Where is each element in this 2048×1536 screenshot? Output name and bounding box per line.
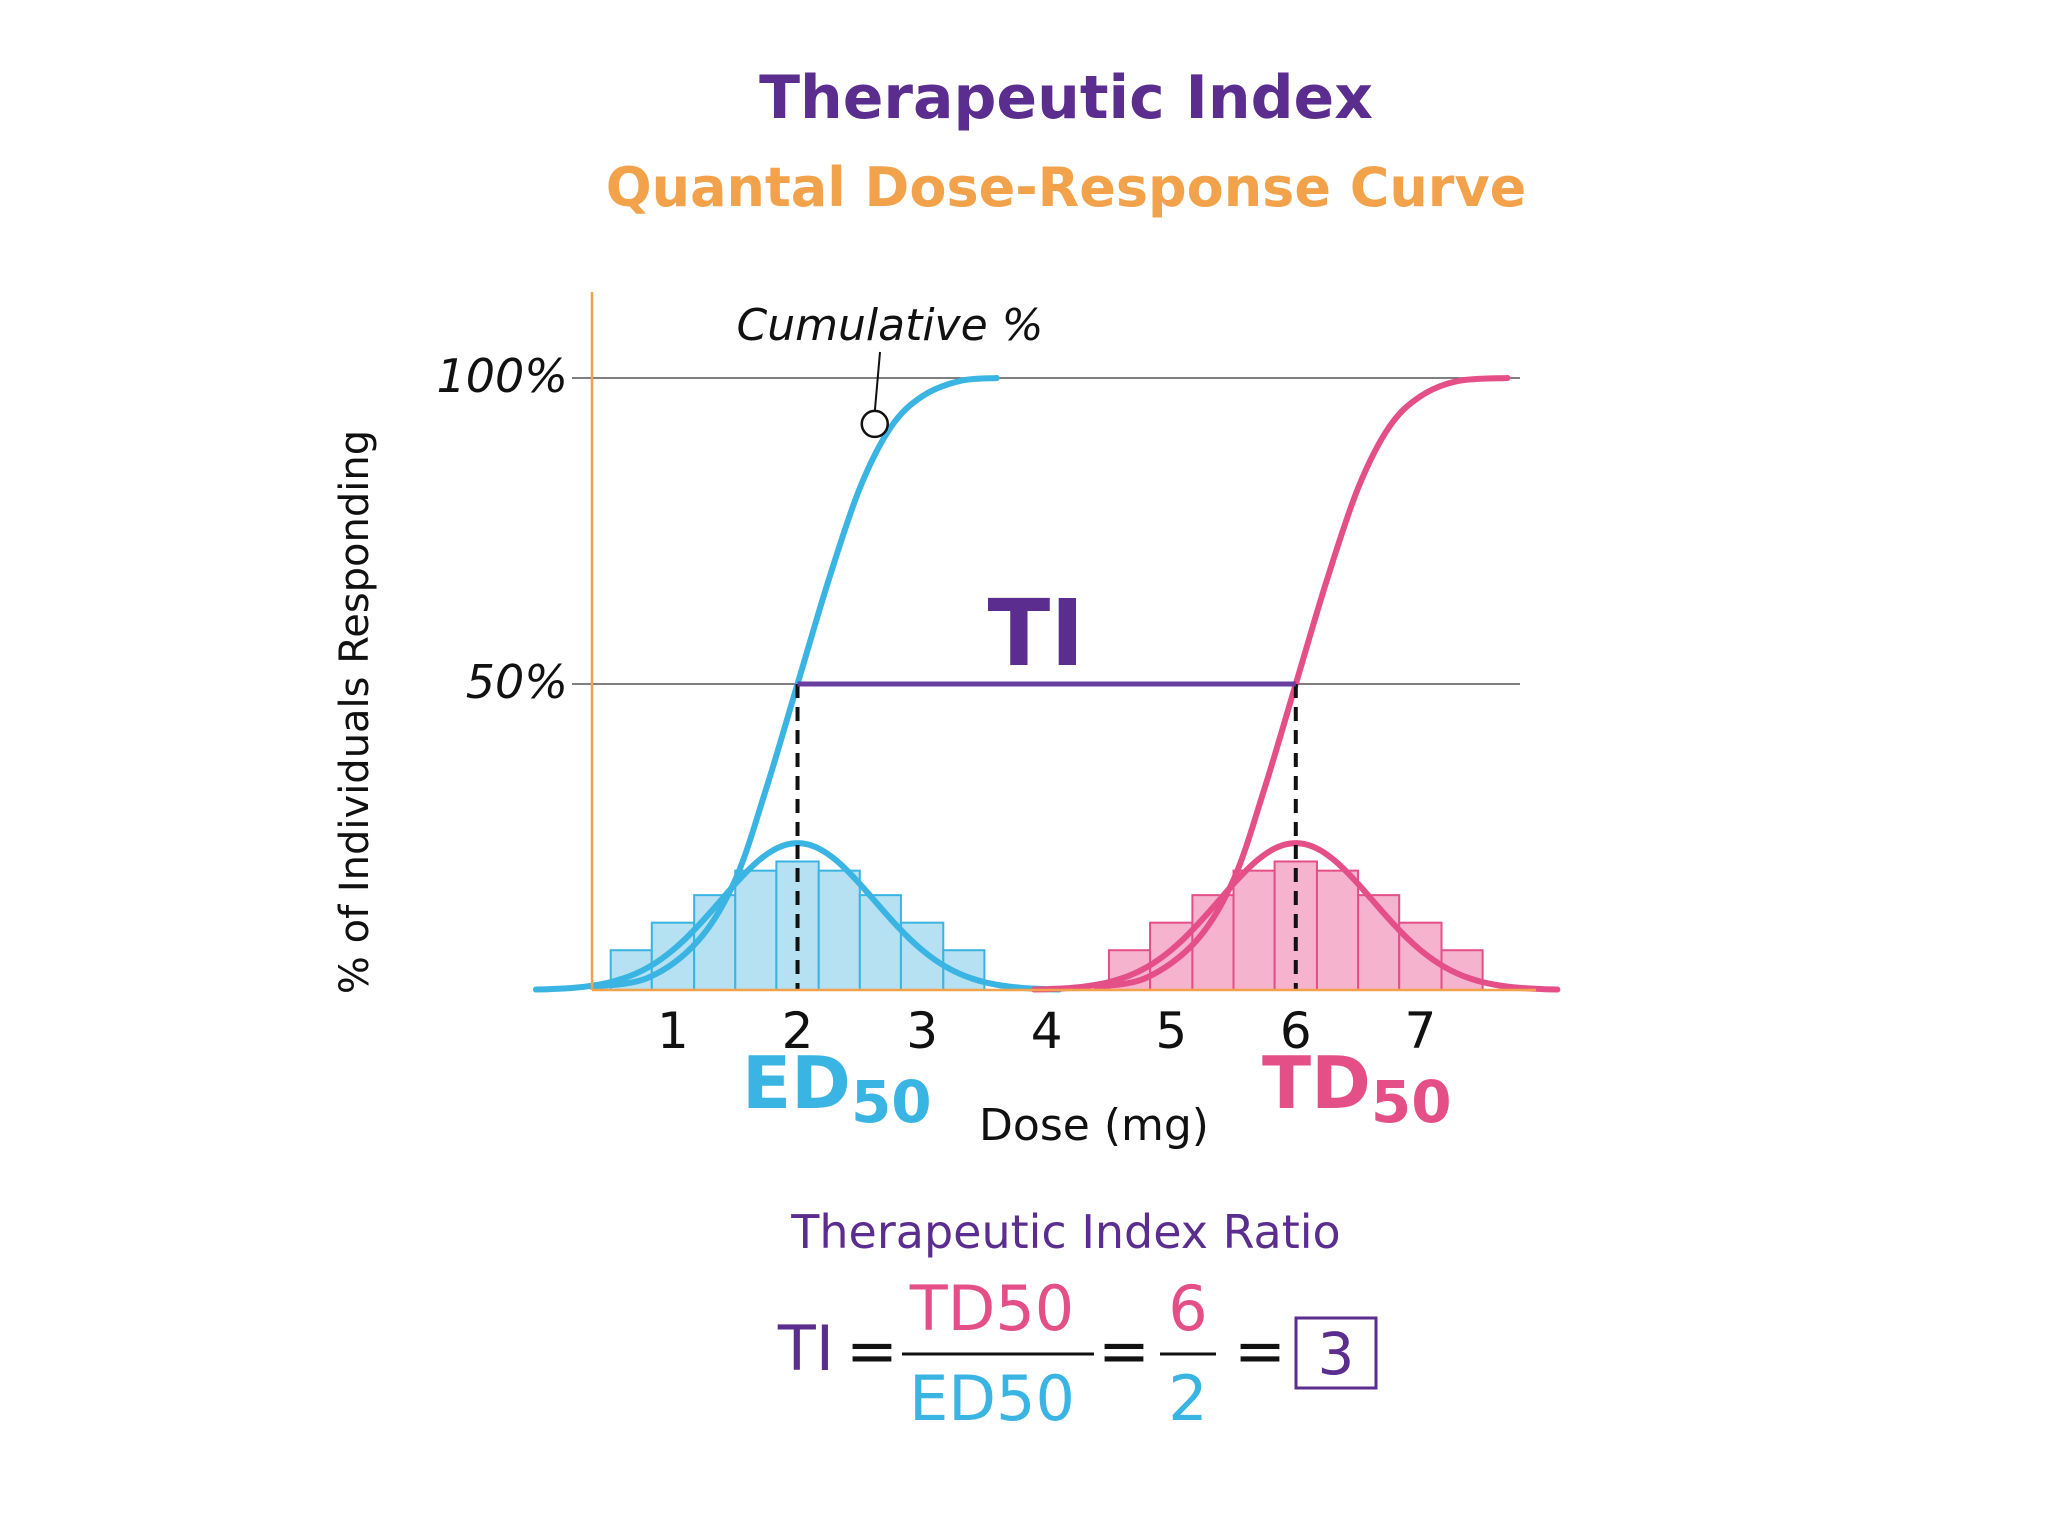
x-tick-label: 7 xyxy=(1404,1002,1436,1060)
formula-num-sub: 50 xyxy=(995,1272,1074,1345)
formula-lhs: TI xyxy=(777,1312,834,1385)
formula-den-sub: 50 xyxy=(996,1362,1075,1435)
formula-equals-3: = xyxy=(1234,1314,1286,1387)
ed-histogram-bar xyxy=(734,869,778,991)
labels: 50% 100% 1 2 3 4 5 6 7 xyxy=(436,349,1436,1060)
curves xyxy=(532,351,1561,993)
formula-equals-2: = xyxy=(1098,1314,1150,1387)
td50-label: TD50 xyxy=(1262,1041,1452,1136)
x-tick-label: 6 xyxy=(1280,1002,1312,1060)
chart-subtitle: Quantal Dose-Response Curve xyxy=(606,156,1527,219)
ed50-main: ED xyxy=(742,1041,851,1125)
td-histogram-bar xyxy=(1315,869,1360,991)
ed-cumulative-curve xyxy=(589,375,1000,990)
ed50-label: ED50 xyxy=(742,1041,932,1136)
td-cumulative-curve xyxy=(1093,375,1511,990)
ed-density-curve xyxy=(532,840,1063,993)
x-tick-label: 5 xyxy=(1155,1002,1187,1060)
x-tick-label: 1 xyxy=(657,1002,689,1060)
y-axis-label: % of Individuals Responding xyxy=(332,430,378,994)
formula-result: 3 xyxy=(1318,1320,1355,1388)
td50-sub: 50 xyxy=(1371,1068,1452,1136)
formula: TI = TD50 ED50 = 6 2 = 3 xyxy=(777,1272,1378,1435)
ed-histogram-bar xyxy=(817,869,861,991)
chart-title: Therapeutic Index xyxy=(759,63,1373,133)
formula-denominator: ED50 xyxy=(909,1362,1075,1435)
x-tick-label: 2 xyxy=(782,1002,814,1060)
y-tick-label: 100% xyxy=(436,349,568,403)
ed50-sub: 50 xyxy=(851,1068,932,1136)
formula-heading: Therapeutic Index Ratio xyxy=(790,1205,1340,1259)
x-tick-label: 3 xyxy=(906,1002,938,1060)
x-tick-label: 4 xyxy=(1031,1002,1063,1060)
formula-result-box xyxy=(1294,1316,1378,1390)
formula-num-value: 6 xyxy=(1168,1272,1207,1345)
cumulative-annotation: Cumulative % xyxy=(737,300,1044,351)
x-axis-label: Dose (mg) xyxy=(979,1100,1209,1151)
annotation-circle xyxy=(860,409,890,439)
annotation-leader-line xyxy=(873,351,881,412)
formula-num-main: TD xyxy=(909,1272,996,1345)
td-density-curve xyxy=(1031,840,1561,993)
formula-den-value: 2 xyxy=(1168,1362,1207,1435)
ti-label: TI xyxy=(988,580,1085,687)
td-histogram-bar xyxy=(1232,869,1276,991)
formula-numerator: TD50 xyxy=(909,1272,1075,1345)
y-tick-label: 50% xyxy=(466,655,568,709)
axes xyxy=(590,292,1536,992)
td50-main: TD xyxy=(1262,1041,1371,1125)
formula-equals-1: = xyxy=(846,1314,898,1387)
formula-den-main: ED xyxy=(909,1362,996,1435)
